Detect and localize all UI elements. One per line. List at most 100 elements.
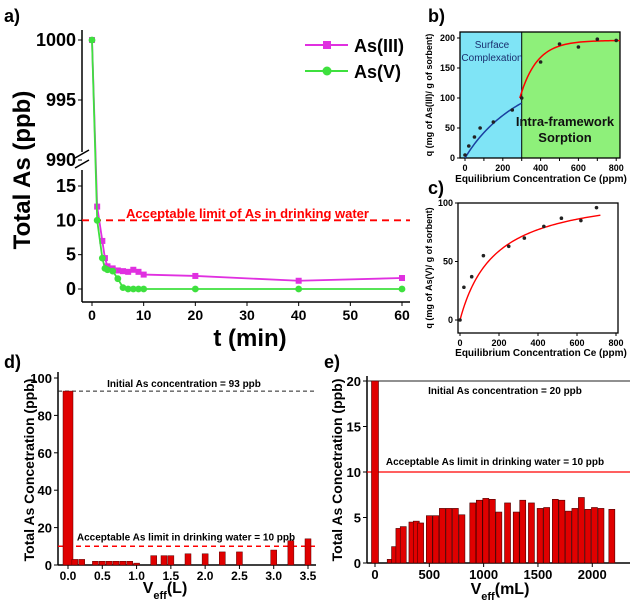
e-y-tick-label: 20 (347, 374, 361, 389)
a-point-as5 (398, 285, 406, 293)
a-y-tick-label: 15 (56, 176, 76, 196)
e-bar (597, 508, 605, 564)
a-point-as3 (130, 266, 137, 273)
e-bar (571, 508, 579, 564)
b-x-axis-label: Equilibrium Concentration Ce (ppm) (455, 174, 627, 185)
e-bar (519, 499, 527, 564)
e-x-tick-label: 1000 (469, 567, 498, 582)
a-point-as5 (93, 216, 101, 224)
a-point-as5 (135, 285, 142, 293)
d-x-tick-label: 0.0 (60, 569, 77, 583)
d-y-tick-label: 40 (38, 483, 52, 498)
b-plot-frame (459, 31, 621, 159)
d-limit-label: Acceptable As limit in drinking water = … (77, 532, 295, 543)
e-bar (432, 515, 440, 564)
a-x-tick-label: 20 (188, 307, 204, 323)
panel-d-label: d) (4, 352, 21, 372)
a-point-as3 (295, 277, 302, 284)
c-x-tick-label: 0 (457, 338, 462, 348)
e-bar (469, 502, 477, 564)
e-x-tick-label: 500 (418, 567, 440, 582)
a-x-tick-label: 60 (394, 307, 410, 323)
d-y-tick-label: 0 (45, 558, 52, 573)
e-bar (591, 507, 598, 564)
d-bar (167, 555, 175, 566)
a-point-as3 (399, 275, 405, 282)
b-region-label-intra: Sorption (538, 130, 591, 145)
c-data-point (462, 285, 466, 290)
d-bar (99, 561, 106, 566)
a-point-as3 (135, 268, 142, 275)
b-y-axis-label: q (mg of As(III)/ g of sorbent) (424, 34, 434, 157)
b-data-point (463, 153, 467, 157)
e-bar (482, 498, 490, 564)
b-region-intra-framework (521, 32, 620, 158)
a-y-tick-label: 1000 (36, 30, 76, 50)
e-bar (536, 508, 544, 564)
e-bar (399, 526, 407, 564)
e-bar (452, 508, 459, 564)
b-data-point (557, 42, 562, 46)
c-data-point (559, 216, 564, 221)
e-bar (543, 507, 550, 564)
e-bar (371, 380, 379, 564)
b-data-point (466, 144, 471, 148)
panel-c-label: c) (428, 178, 444, 198)
d-bar (287, 540, 295, 566)
c-y-tick-label: 100 (438, 198, 453, 208)
b-data-point (614, 38, 619, 43)
a-point-as5 (191, 285, 199, 293)
b-data-point (510, 108, 515, 112)
a-point-as5 (114, 275, 122, 283)
e-initial-label: Initial As concentration = 20 ppb (428, 386, 582, 397)
a-point-as3 (140, 271, 147, 278)
c-x-tick-label: 800 (608, 338, 623, 348)
e-bar (439, 508, 446, 564)
d-x-tick-label: 1.0 (128, 569, 145, 583)
a-x-tick-label: 30 (239, 307, 255, 323)
a-axis-break-mark (74, 149, 90, 159)
c-y-tick-label: 50 (443, 257, 453, 267)
b-data-point (538, 60, 543, 64)
d-bar (133, 562, 140, 566)
e-bar (528, 502, 535, 564)
b-data-point (478, 126, 482, 130)
c-y-axis-label: q (mg of As(V)/ g of sorbent) (424, 207, 434, 328)
a-y-tick-label: 5 (66, 245, 76, 265)
d-bar (119, 561, 127, 566)
a-point-as5 (140, 285, 148, 293)
e-bar (495, 511, 503, 564)
c-y-tick-label: 0 (448, 315, 453, 325)
d-bar (270, 549, 277, 566)
c-data-point (579, 218, 583, 223)
e-x-tick-label: 0 (371, 567, 378, 582)
d-y-axis-label: Total As Concetration (ppb) (21, 379, 37, 562)
e-limit-label: Acceptable As limit in drinking water = … (386, 457, 604, 468)
a-x-tick-label: 40 (291, 307, 307, 323)
d-x-tick-label: 1.5 (163, 569, 180, 583)
b-x-tick-label: 0 (462, 163, 467, 173)
b-region-label-surface: Surface (475, 40, 510, 51)
d-bar (92, 561, 99, 566)
b-y-tick-label: 50 (445, 123, 455, 133)
b-data-point (595, 37, 600, 41)
d-bar (62, 390, 74, 566)
e-bar (512, 511, 520, 564)
e-y-axis-label: Total As Concetration (ppb) (329, 379, 345, 562)
e-bar (458, 514, 466, 564)
d-bar (160, 555, 168, 566)
c-data-point (458, 318, 462, 322)
a-legend-marker-as5 (322, 66, 332, 76)
e-bar (489, 498, 496, 564)
b-region-surface-complexation (460, 32, 522, 158)
a-point-as3 (114, 267, 121, 274)
a-x-axis-label: t (min) (213, 325, 286, 352)
d-x-axis-label: Veff(L) (143, 580, 188, 602)
b-data-point (519, 96, 524, 100)
a-point-as5 (88, 36, 96, 44)
e-y-tick-label: 5 (354, 511, 361, 526)
a-point-as5 (295, 285, 303, 293)
e-x-tick-label: 2000 (578, 567, 607, 582)
d-x-tick-label: 2.5 (231, 569, 248, 583)
